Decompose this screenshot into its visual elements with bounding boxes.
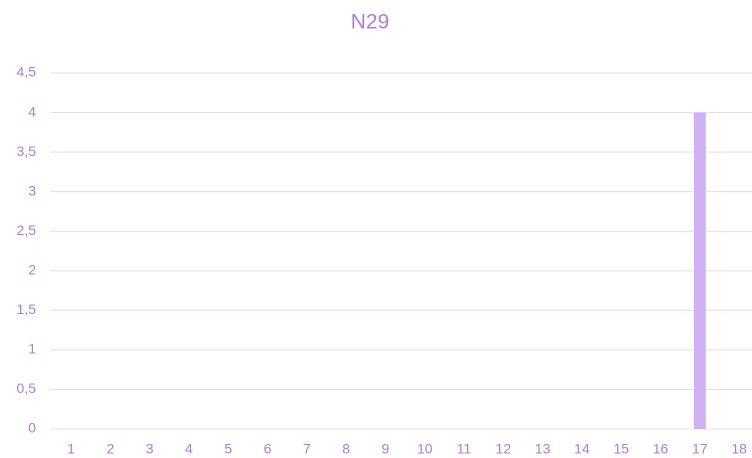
y-tick-label: 1,5 bbox=[17, 301, 37, 317]
y-tick-label: 2,5 bbox=[17, 222, 37, 238]
x-tick-label: 15 bbox=[613, 441, 629, 457]
bar bbox=[693, 112, 706, 430]
x-tick-label: 18 bbox=[731, 441, 747, 457]
y-tick-label: 1 bbox=[28, 341, 36, 357]
x-tick-label: 13 bbox=[535, 441, 551, 457]
x-tick-label: 9 bbox=[382, 441, 390, 457]
x-tick-label: 8 bbox=[342, 441, 350, 457]
x-tick-label: 3 bbox=[146, 441, 154, 457]
x-tick-label: 11 bbox=[457, 441, 472, 457]
y-tick-label: 4,5 bbox=[17, 64, 37, 80]
x-tick-label: 12 bbox=[496, 441, 512, 457]
x-tick-label: 16 bbox=[653, 441, 669, 457]
x-tick-label: 5 bbox=[224, 441, 232, 457]
x-tick-label: 2 bbox=[106, 441, 114, 457]
y-tick-label: 0,5 bbox=[17, 380, 37, 396]
x-tick-label: 7 bbox=[303, 441, 311, 457]
y-tick-label: 3 bbox=[28, 182, 36, 198]
y-tick-label: 0 bbox=[28, 420, 36, 436]
x-tick-label: 6 bbox=[264, 441, 272, 457]
chart-title: N29 bbox=[351, 11, 390, 34]
x-tick-label: 4 bbox=[185, 441, 193, 457]
x-tick-label: 17 bbox=[692, 441, 708, 457]
x-tick-label: 10 bbox=[417, 441, 433, 457]
y-tick-label: 2 bbox=[28, 261, 36, 277]
y-tick-label: 4 bbox=[28, 103, 36, 119]
x-tick-label: 14 bbox=[574, 441, 590, 457]
y-tick-label: 3,5 bbox=[17, 143, 37, 159]
x-tick-label: 1 bbox=[67, 441, 75, 457]
